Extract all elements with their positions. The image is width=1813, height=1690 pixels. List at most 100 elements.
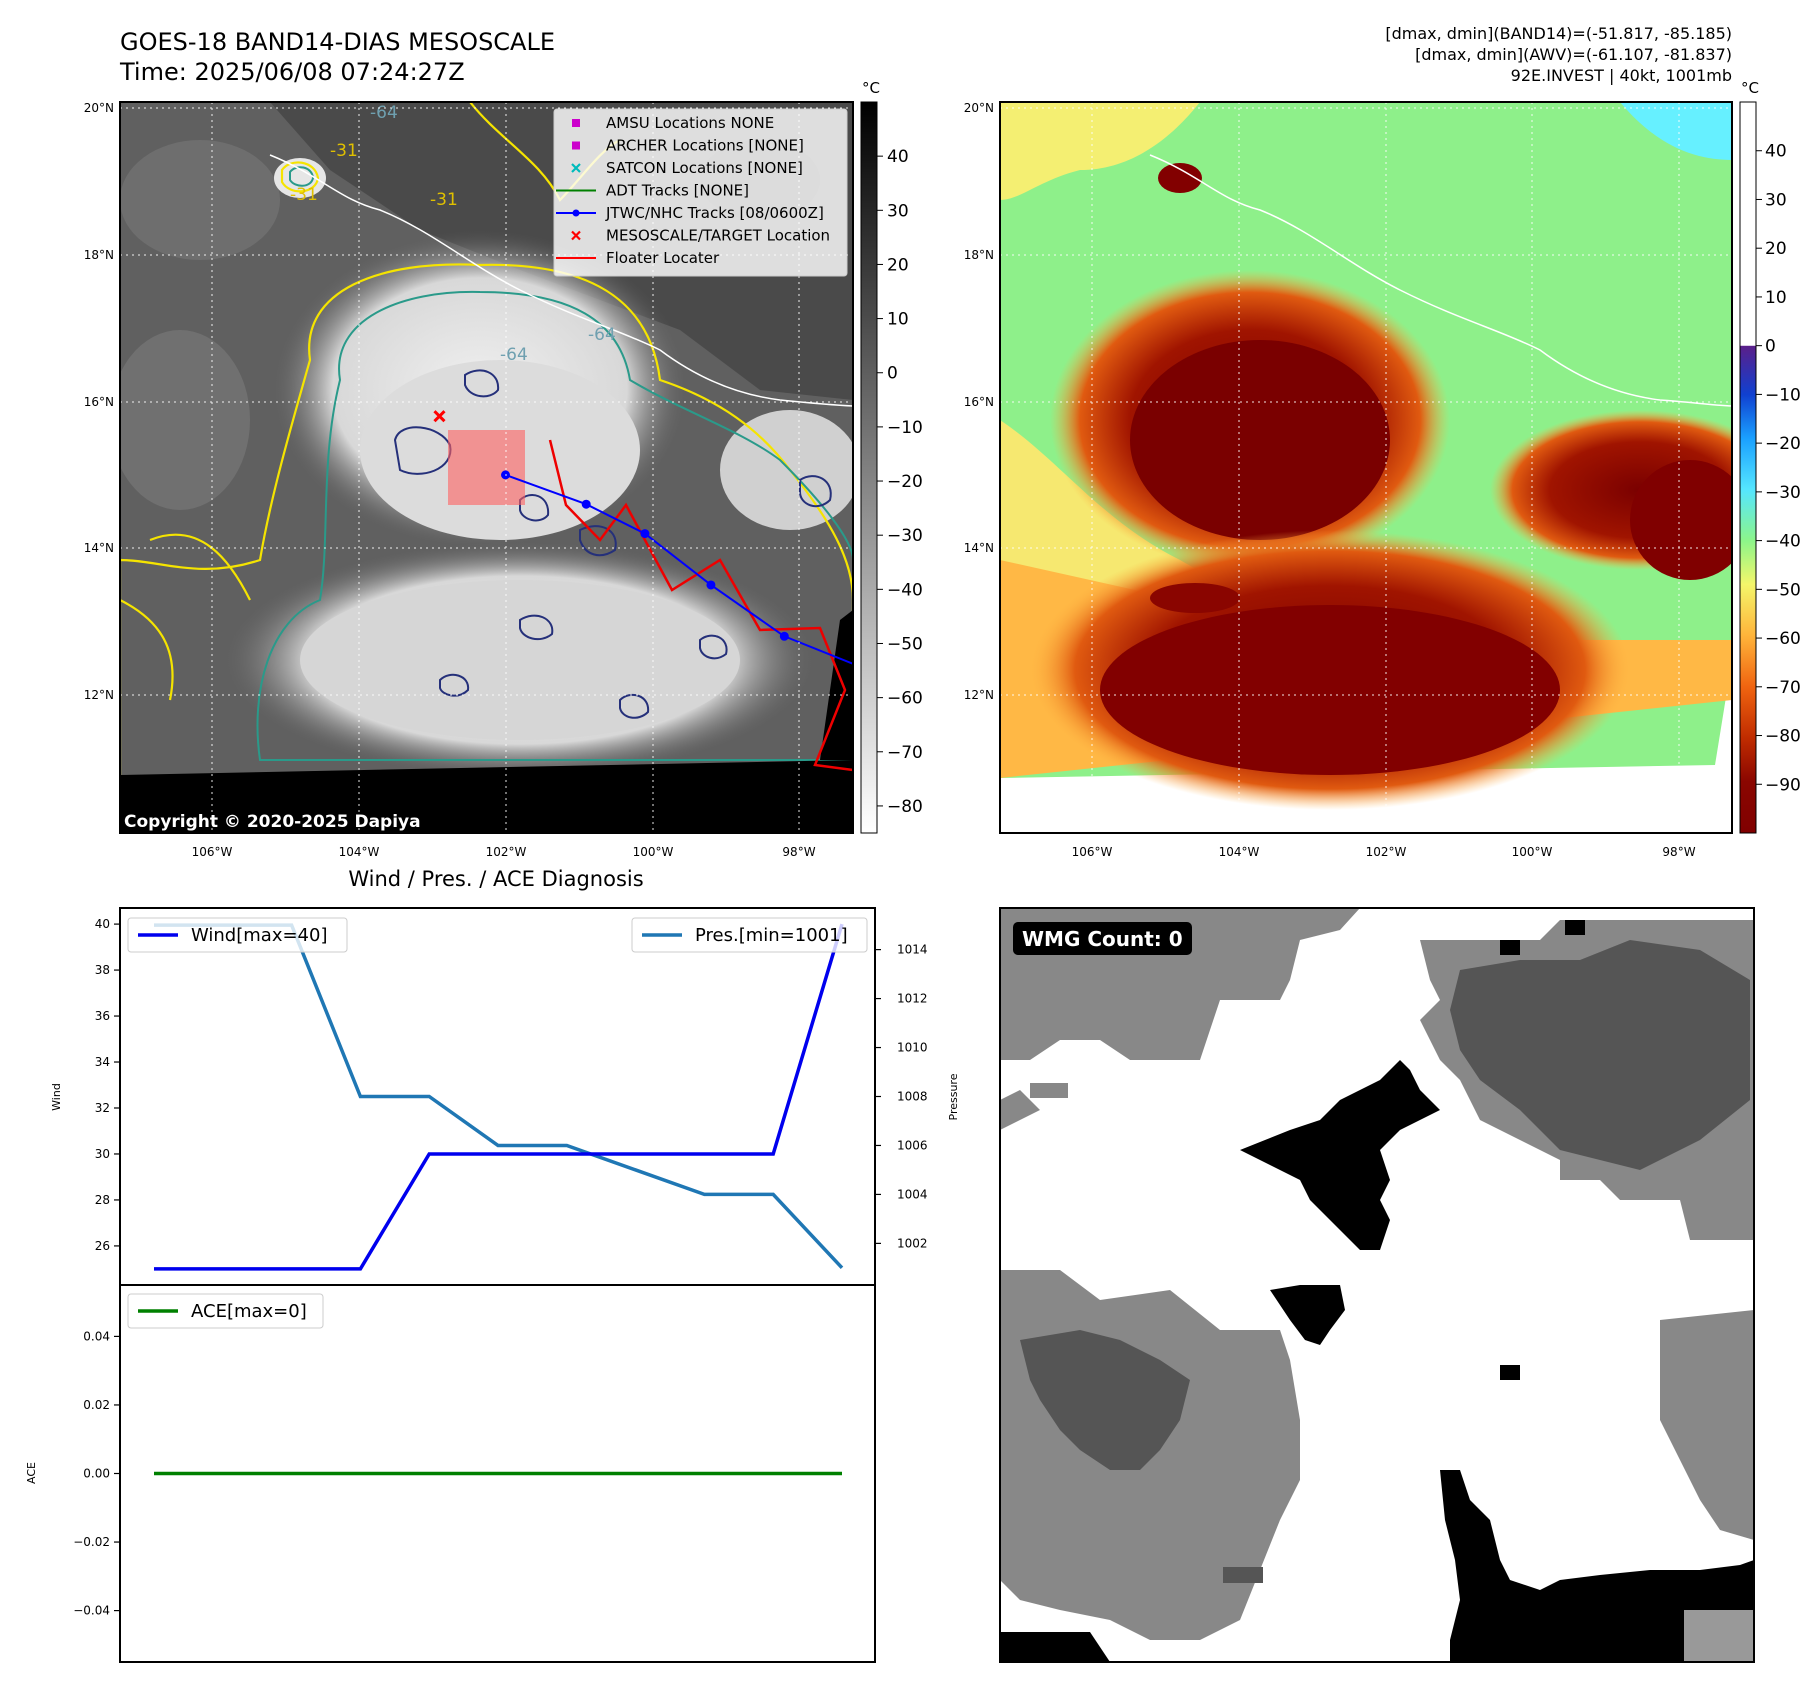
legend-marker (571, 163, 581, 173)
ir-colorbar-tick-label: 10 (887, 310, 909, 330)
lon-label: 104°W (1219, 845, 1260, 859)
contour-label: -31 (290, 185, 318, 205)
legend-label: AMSU Locations NONE (606, 114, 774, 132)
ir-colorbar-tick-label: −50 (887, 634, 923, 654)
pressure-ytick-label: 1014 (897, 943, 928, 957)
ir-colorbar-tick-label: 20 (887, 255, 909, 275)
contour-label: -31 (430, 190, 458, 210)
legend-item: JTWC/NHC Tracks [08/0600Z] (556, 204, 824, 222)
lon-label: 106°W (192, 845, 233, 859)
awv-colorbar-tick-label: 40 (1765, 142, 1787, 162)
ace-legend: ACE[max=0] (127, 1293, 324, 1329)
stats-band14: [dmax, dmin](BAND14)=(-51.817, -85.185) (1385, 24, 1732, 43)
ir-colorbar-tick-label: −20 (887, 472, 923, 492)
track-point (706, 580, 716, 590)
ir-colorbar-tick-label: −40 (887, 580, 923, 600)
awv-colorbar-tick-label: −50 (1765, 580, 1801, 600)
lat-label: 12°N (964, 688, 994, 702)
ace-ytick-label: 0.00 (83, 1467, 110, 1481)
storm-info: 92E.INVEST | 40kt, 1001mb (1511, 66, 1732, 85)
legend-item: ADT Tracks [NONE] (556, 182, 749, 200)
awv-colorbar-tick-label: −30 (1765, 483, 1801, 503)
pressure-ytick-label: 1008 (897, 1090, 928, 1104)
ir-colorbar-tick-label: −80 (887, 797, 923, 817)
lon-label: 98°W (782, 845, 815, 859)
ace-chart: 0.04 0.02 0.00 −0.02 −0.04 ACE ACE[max=0] (25, 1284, 876, 1663)
lat-label: 20°N (84, 101, 114, 115)
legend-marker (572, 119, 580, 127)
track-point (640, 529, 650, 539)
ir-colorbar-unit: °C (862, 79, 880, 97)
awv-colorbar-unit: °C (1741, 79, 1759, 97)
lat-label: 16°N (84, 395, 114, 409)
ir-colorbar-tick-label: 30 (887, 201, 909, 221)
legend-item: AMSU Locations NONE (572, 114, 774, 132)
ir-colorbar-tick-label: −30 (887, 526, 923, 546)
awv-colorbar-tick-label: −70 (1765, 678, 1801, 698)
figure-title: GOES-18 BAND14-DIAS MESOSCALE (120, 28, 555, 56)
lat-label: 18°N (964, 248, 994, 262)
lat-label: 14°N (84, 541, 114, 555)
legend-label: ARCHER Locations [NONE] (606, 137, 804, 155)
awv-colorbar-tick-label: 0 (1765, 337, 1776, 357)
pressure-ytick-label: 1004 (897, 1187, 928, 1201)
lon-label: 104°W (339, 845, 380, 859)
figure-time: Time: 2025/06/08 07:24:27Z (119, 58, 465, 86)
wind-pressure-chart: 26 28 30 32 34 36 38 40 1002 1004 1006 1008 1010 101… (50, 907, 960, 1286)
awv-colorbar-tick-label: −40 (1765, 532, 1801, 552)
contour-label: -64 (588, 325, 616, 345)
pressure-ytick-label: 1012 (897, 992, 928, 1006)
track-point (581, 499, 591, 509)
legend-label: JTWC/NHC Tracks [08/0600Z] (605, 204, 824, 222)
pressure-ytick-label: 1002 (897, 1236, 928, 1250)
pressure-legend: Pres.[min=1001] (631, 917, 868, 953)
legend-item: MESOSCALE/TARGET Location (571, 227, 830, 245)
contour-label: -31 (330, 141, 358, 161)
wind-ytick-label: 32 (95, 1101, 110, 1115)
lon-label: 98°W (1662, 845, 1695, 859)
awv-colorbar-tick-label: −80 (1765, 727, 1801, 747)
wmg-panel: WMG Count: 0 (999, 907, 1755, 1663)
legend-label: SATCON Locations [NONE] (606, 159, 803, 177)
legend-label: ADT Tracks [NONE] (606, 182, 749, 200)
wind-ytick-label: 26 (95, 1239, 110, 1253)
lat-label: 18°N (84, 248, 114, 262)
legend-label: Floater Locater (606, 249, 720, 267)
pressure-ytick-label: 1006 (897, 1138, 928, 1152)
pressure-legend-label: Pres.[min=1001] (695, 925, 848, 946)
ace-ytick-label: −0.04 (73, 1604, 110, 1618)
contour-label: -64 (370, 103, 398, 123)
ace-ytick-label: −0.02 (73, 1535, 110, 1549)
wmg-count-label: WMG Count: 0 (1022, 927, 1183, 951)
ir-colorbar-tick-label: −70 (887, 743, 923, 763)
wind-ytick-label: 38 (95, 963, 110, 977)
ir-colorbar: °C 40 30 20 10 0 −10 −20 −30 −40 −50 −60 −70 −80 (860, 79, 923, 834)
legend-item: ARCHER Locations [NONE] (572, 137, 804, 155)
lat-label: 20°N (964, 101, 994, 115)
legend-marker (572, 141, 580, 150)
wind-series-line (154, 923, 844, 1271)
wind-ytick-label: 34 (95, 1055, 110, 1069)
wind-axis-label: Wind (50, 1083, 63, 1111)
ace-legend-label: ACE[max=0] (191, 1301, 307, 1322)
track-point (779, 631, 789, 641)
wind-ytick-label: 36 (95, 1009, 110, 1023)
legend-marker (571, 230, 581, 241)
contour-label: -64 (500, 345, 528, 365)
awv-map-panel: 20°N 18°N 16°N 14°N 12°N 106°W 104°W 102… (964, 101, 1733, 859)
diagnosis-title: Wind / Pres. / ACE Diagnosis (348, 867, 643, 891)
ir-legend: AMSU Locations NONE ARCHER Locations [NON… (553, 108, 848, 277)
lon-label: 100°W (1512, 845, 1553, 859)
lat-label: 14°N (964, 541, 994, 555)
awv-colorbar-tick-label: 30 (1765, 190, 1787, 210)
awv-colorbar-tick-label: 20 (1765, 239, 1787, 259)
lon-label: 102°W (1366, 845, 1407, 859)
jtwc-track-line (505, 473, 853, 665)
ir-map-panel: -64 -31 -31 -31 -64 -64 Copyright © 2020… (84, 101, 854, 859)
ir-colorbar-tick-label: −60 (887, 689, 923, 709)
wind-ytick-label: 40 (95, 917, 110, 931)
pressure-ytick-label: 1010 (897, 1041, 928, 1055)
wind-legend-label: Wind[max=40] (191, 925, 328, 946)
awv-colorbar: °C 40 30 20 10 0 −10 −20 −30 −40 −50 −60 −70 −80 −90 (1739, 79, 1801, 834)
copyright-text: Copyright © 2020-2025 Dapiya (124, 812, 421, 832)
